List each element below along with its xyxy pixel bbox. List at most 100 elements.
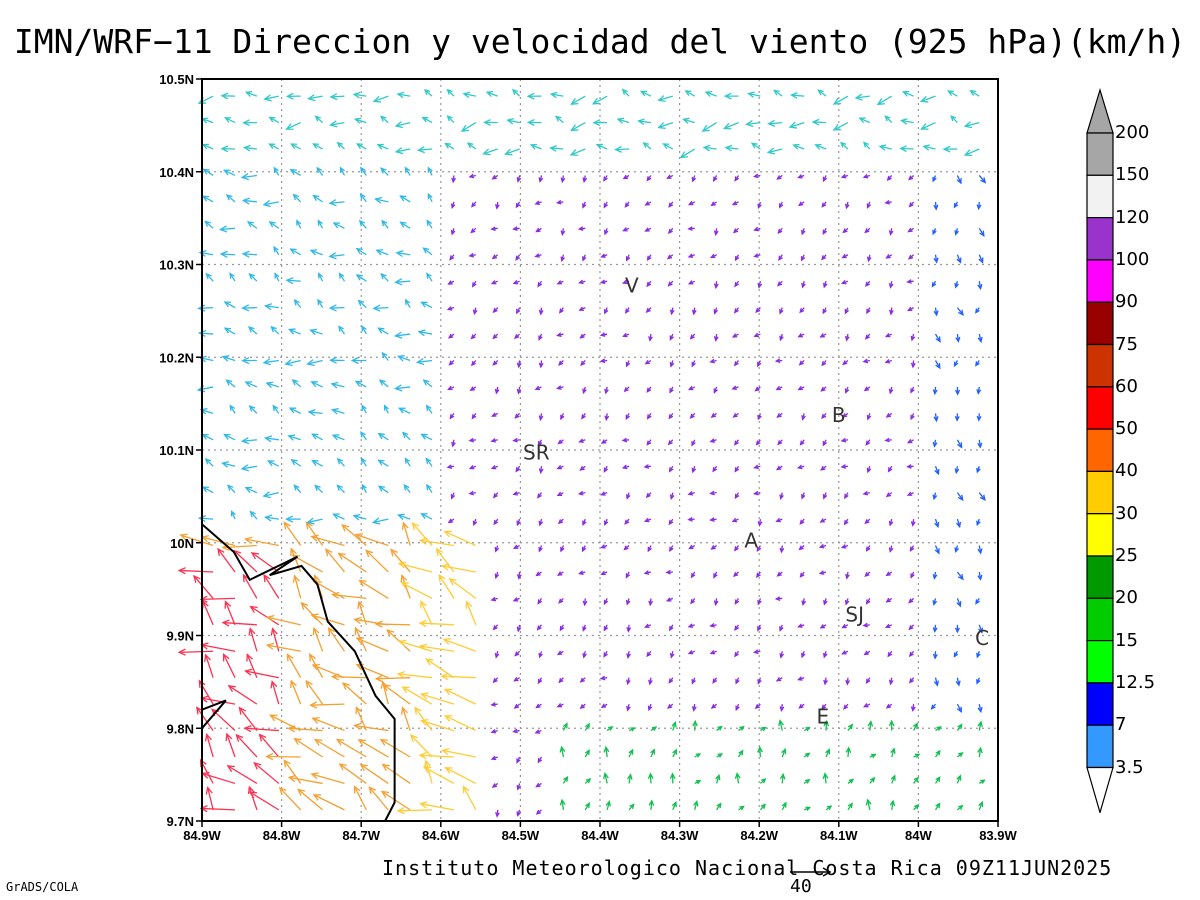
wind-vector: [263, 303, 279, 311]
wind-vector: [307, 94, 323, 102]
wind-vector: [757, 677, 762, 685]
place-label: C: [975, 626, 989, 650]
wind-vector: [733, 545, 740, 552]
wind-vector: [671, 800, 677, 811]
wind-vector: [516, 386, 522, 395]
wind-vector: [197, 304, 214, 312]
lat-tick-label: 10.5N: [159, 72, 194, 87]
wind-vector: [516, 809, 521, 817]
wind-vector: [355, 143, 367, 150]
wind-vector: [956, 723, 963, 731]
lon-tick-label: 84.5W: [502, 828, 540, 843]
wind-vector: [932, 228, 937, 236]
wind-vector: [446, 464, 455, 470]
wind-vector: [845, 677, 851, 686]
wind-vector: [418, 537, 455, 547]
wind-vector: [332, 513, 345, 520]
wind-vector: [221, 355, 236, 362]
wind-vector: [867, 720, 874, 731]
wind-vector: [440, 563, 476, 573]
wind-vector: [885, 597, 893, 603]
wind-vector: [313, 738, 345, 758]
wind-vector: [757, 624, 762, 632]
wind-vector: [506, 117, 520, 125]
wind-vector: [843, 703, 849, 710]
wind-vector: [425, 483, 433, 494]
coastline: [201, 523, 396, 822]
wind-vector: [223, 169, 236, 177]
wind-vector: [328, 356, 345, 364]
wind-vector: [293, 737, 323, 758]
wind-vector: [490, 728, 498, 734]
wind-vector: [888, 545, 894, 553]
wind-vector: [738, 805, 745, 811]
software-credit: GrADS/COLA: [6, 880, 79, 894]
wind-vector: [287, 725, 323, 733]
lon-tick-label: 84.7W: [342, 828, 380, 843]
wind-vector: [977, 704, 983, 714]
wind-vector: [556, 464, 564, 470]
wind-vector: [606, 726, 614, 732]
wind-vector: [516, 756, 521, 764]
wind-vector: [955, 677, 961, 687]
wind-vector: [285, 92, 301, 100]
wind-vector: [246, 220, 258, 229]
wind-vector: [352, 91, 367, 99]
wind-vector: [734, 598, 740, 605]
wind-vector: [817, 89, 827, 97]
wind-vector: [396, 355, 411, 362]
wind-vector: [368, 786, 389, 811]
wind-vector: [310, 534, 345, 547]
wind-vector: [240, 173, 258, 181]
wind-vector: [888, 518, 894, 527]
wind-vector: [954, 466, 960, 475]
wind-vector: [420, 600, 433, 626]
wind-vector: [241, 197, 257, 205]
wind-vector: [513, 703, 521, 709]
wind-vector: [336, 141, 345, 150]
wind-vector: [976, 386, 982, 395]
wind-vector: [403, 483, 411, 494]
wind-vector: [731, 200, 739, 206]
wind-vector: [759, 803, 766, 811]
wind-vector: [950, 115, 958, 124]
wind-vector: [398, 639, 433, 652]
lon-tick-label: 84.4W: [581, 828, 619, 843]
wind-vector: [775, 465, 783, 471]
wind-vector: [866, 201, 872, 209]
wind-vector: [578, 306, 586, 311]
wind-vector: [798, 545, 805, 551]
wind-vector: [538, 545, 543, 553]
wind-vector: [582, 386, 587, 395]
wind-vector: [470, 360, 477, 367]
wind-vector: [200, 642, 236, 652]
wind-vector: [887, 465, 893, 473]
wind-vector: [578, 438, 586, 443]
wind-vector: [753, 173, 761, 179]
wind-vector: [646, 439, 652, 446]
wind-vector: [822, 228, 828, 236]
wind-vector: [621, 279, 630, 285]
place-label: E: [817, 705, 830, 729]
wind-vector: [394, 147, 411, 155]
wind-vector: [884, 623, 892, 629]
wind-vector: [309, 249, 323, 256]
wind-vector: [418, 751, 454, 760]
wind-vector: [600, 570, 608, 576]
wind-vector: [622, 332, 630, 338]
wind-vector: [801, 413, 806, 421]
wind-vector: [316, 166, 324, 176]
wind-vector: [485, 91, 498, 97]
wind-vector: [778, 254, 783, 262]
wind-vector: [395, 250, 411, 258]
wind-vector: [753, 253, 761, 258]
wind-vector: [451, 439, 456, 448]
wind-vector: [694, 753, 702, 758]
wind-vector: [462, 785, 477, 811]
wind-vector: [584, 802, 591, 811]
wind-vector: [603, 598, 609, 606]
wind-vector: [841, 623, 849, 629]
wind-vector: [734, 650, 740, 658]
wind-vector: [492, 360, 499, 366]
